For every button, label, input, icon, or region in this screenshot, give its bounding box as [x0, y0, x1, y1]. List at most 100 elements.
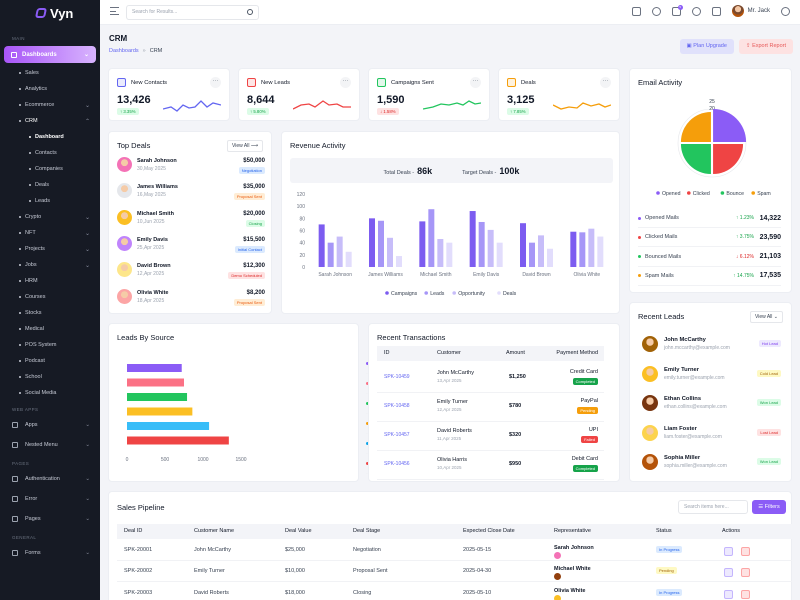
deal-customer: Emily Turner	[194, 568, 225, 575]
sidebar-item-sales[interactable]: Sales	[0, 65, 100, 81]
sidebar-subitem-leads[interactable]: Leads	[0, 193, 100, 209]
sidebar-subitem-dashboard[interactable]: Dashboard	[0, 129, 100, 145]
campaigns-sent-icon	[377, 78, 386, 87]
language-icon[interactable]	[631, 6, 641, 16]
sidebar-item-medical[interactable]: Medical	[0, 321, 100, 337]
more-options-icon[interactable]: ···	[210, 77, 221, 88]
top-deals-view-all-button[interactable]: View All ⟶	[227, 140, 263, 152]
lead-name: Ethan Collins	[664, 396, 702, 402]
stat-header: Campaigns Sent ···	[369, 69, 489, 88]
sidebar-item-podcast[interactable]: Podcast	[0, 353, 100, 369]
search-input[interactable]: Search for Results...	[126, 5, 259, 20]
plan-upgrade-button[interactable]: ▣ Plan Upgrade	[679, 39, 734, 54]
transaction-id[interactable]: SPK-10456	[384, 461, 410, 467]
more-options-icon[interactable]: ···	[600, 77, 611, 88]
sidebar-item-ecommerce[interactable]: Ecommerce ⌄	[0, 97, 100, 113]
sidebar-item-nested-menu[interactable]: Nested Menu ⌄	[0, 435, 100, 455]
sidebar-subitem-companies[interactable]: Companies	[0, 161, 100, 177]
deal-row[interactable]: David Brown 12,Apr 2025 $12,300 Demo Schedu…	[117, 261, 265, 281]
forms-icon	[12, 550, 18, 556]
customer-name: John McCarthy	[437, 370, 474, 376]
sidebar-item-forms[interactable]: Forms ⌄	[0, 543, 100, 563]
legend-marker	[687, 191, 691, 195]
pipeline-row[interactable]: SPK-20001 John McCarthy $25,000 Negotiation…	[117, 540, 792, 561]
deal-row[interactable]: Michael Smith 10,Jun 2025 $20,000 Closing	[117, 209, 265, 229]
sidebar-item-label: Pages	[25, 516, 41, 522]
deal-status-badge: Proposal Sent	[233, 298, 265, 306]
lead-row[interactable]: Emily Turner emily.turner@example.com Cold…	[642, 365, 781, 394]
recent-leads-view-all-button[interactable]: View All ⌄	[749, 311, 783, 323]
sidebar-item-jobs[interactable]: Jobs ⌄	[0, 257, 100, 273]
transaction-row[interactable]: SPK-10456 Olivia Harris 10,Apr 2025 $950 Deb…	[377, 451, 604, 480]
export-report-button[interactable]: ⇪ Export Report	[738, 39, 793, 54]
delete-icon[interactable]	[741, 589, 750, 599]
pipeline-search-input[interactable]: Search items here...	[678, 500, 748, 514]
transaction-id[interactable]: SPK-10457	[384, 432, 410, 438]
sidebar-subitem-contacts[interactable]: Contacts	[0, 145, 100, 161]
sidebar-item-authentication[interactable]: Authentication ⌄	[0, 469, 100, 489]
lead-row[interactable]: Liam Foster liam.foster@example.com Lost L…	[642, 424, 781, 453]
sidebar-item-apps[interactable]: Apps ⌄	[0, 415, 100, 435]
sidebar-subitem-deals[interactable]: Deals	[0, 177, 100, 193]
sidebar-item-pos-system[interactable]: POS System	[0, 337, 100, 353]
lead-row[interactable]: John McCarthy john.mccarthy@example.com Ho…	[642, 336, 781, 364]
bar-campaigns	[570, 231, 577, 267]
delete-icon[interactable]	[741, 547, 750, 556]
edit-icon[interactable]	[724, 589, 733, 599]
user-avatar[interactable]	[731, 5, 744, 17]
sidebar-item-analytics[interactable]: Analytics	[0, 81, 100, 97]
sidebar-item-hrm[interactable]: HRM	[0, 273, 100, 289]
bell-icon[interactable]	[691, 6, 701, 16]
sidebar-item-social-media[interactable]: Social Media	[0, 385, 100, 401]
more-options-icon[interactable]: ···	[340, 77, 351, 88]
deal-row[interactable]: Sarah Johnson 30,May 2025 $50,000 Negotiati…	[117, 156, 265, 176]
transaction-row[interactable]: SPK-10457 David Roberts 11,Apr 2025 $320 UPI…	[377, 422, 604, 451]
transaction-row[interactable]: SPK-10459 John McCarthy 13,Apr 2025 $1,250 C…	[377, 364, 604, 393]
fullscreen-icon[interactable]	[711, 6, 721, 16]
lead-row[interactable]: Sophia Miller sophia.miller@example.com Wo…	[642, 454, 781, 482]
stat-header: Deals ···	[499, 69, 619, 88]
sidebar-item-crm[interactable]: CRM ⌃	[0, 113, 100, 129]
sidebar-item-courses[interactable]: Courses	[0, 289, 100, 305]
x-tick-label: 0	[126, 457, 129, 463]
delete-icon[interactable]	[741, 568, 750, 578]
bar-campaigns	[469, 211, 476, 267]
sidebar-item-error[interactable]: Error ⌄	[0, 489, 100, 509]
email-stat-row: Bounced Mails ↓ 6.12% 21,103	[638, 248, 781, 267]
radial-tick-label: 20	[709, 106, 715, 112]
filters-button[interactable]: ☰ Filters	[752, 500, 786, 514]
more-options-icon[interactable]: ···	[470, 77, 481, 88]
deal-row[interactable]: Olivia White 18,Apr 2025 $8,200 Proposal Se…	[117, 288, 265, 308]
pipeline-row[interactable]: SPK-20003 David Roberts $18,000 Closing 2025…	[117, 583, 792, 600]
lead-row[interactable]: Ethan Collins ethan.collins@example.com Wo…	[642, 395, 781, 423]
menu-toggle-icon[interactable]	[110, 7, 119, 15]
deal-row[interactable]: Emily Davis 25,Apr 2025 $15,500 Initial Con…	[117, 235, 265, 255]
cart-icon[interactable]: 5	[671, 4, 683, 16]
pipeline-row[interactable]: SPK-20002 Emily Turner $10,000 Proposal Sen…	[117, 561, 792, 583]
edit-icon[interactable]	[724, 547, 733, 556]
sidebar-item-school[interactable]: School	[0, 369, 100, 385]
deal-row[interactable]: James Williams 16,May 2025 $35,000 Proposal…	[117, 182, 265, 202]
transaction-id[interactable]: SPK-10458	[384, 403, 410, 409]
transaction-id[interactable]: SPK-10459	[384, 374, 410, 380]
plan-icon: ▣	[686, 43, 694, 49]
user-name[interactable]: Mr. Jack	[747, 8, 770, 14]
sidebar-item-label: Ecommerce	[25, 102, 55, 108]
sidebar-item-stocks[interactable]: Stocks	[0, 305, 100, 321]
sidebar-item-projects[interactable]: Projects ⌄	[0, 241, 100, 257]
moon-icon[interactable]	[651, 6, 661, 16]
edit-icon[interactable]	[724, 568, 733, 578]
transaction-amount: $320	[509, 432, 522, 438]
app-logo[interactable]: Vyn	[0, 0, 100, 26]
sidebar-item-crypto[interactable]: Crypto ⌄	[0, 209, 100, 225]
settings-gear-icon[interactable]	[781, 6, 790, 16]
sidebar-item-dashboards[interactable]: Dashboards ⌄	[4, 46, 96, 63]
pie-slice-clicked	[713, 144, 744, 175]
transaction-row[interactable]: SPK-10458 Emily Turner 12,Apr 2025 $780 PayP…	[377, 393, 604, 422]
breadcrumb-root[interactable]: Dashboards	[109, 48, 139, 54]
sidebar-item-nft[interactable]: NFT ⌄	[0, 225, 100, 241]
leads-source-bar-chart: 0 500 1000 1500	[126, 364, 247, 463]
deal-name: Sarah Johnson	[137, 158, 177, 164]
bullet-icon	[19, 88, 21, 90]
sidebar-item-pages[interactable]: Pages ⌄	[0, 509, 100, 529]
